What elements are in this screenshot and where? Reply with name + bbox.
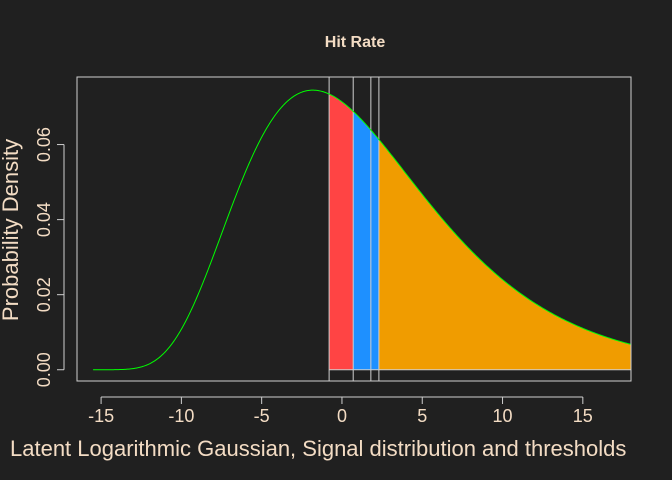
x-tick-label: -5	[254, 406, 270, 426]
y-tick-label: 0.04	[34, 202, 54, 237]
x-tick-label: 15	[573, 406, 593, 426]
y-tick-label: 0.02	[34, 277, 54, 312]
x-tick-label: 10	[493, 406, 513, 426]
filled-regions	[329, 94, 631, 370]
threshold-lines	[328, 77, 631, 381]
y-axis-label: Probability Density	[0, 139, 23, 321]
y-axis: 0.00 0.02 0.04 0.06	[34, 127, 65, 387]
x-axis-label: Latent Logarithmic Gaussian, Signal dist…	[10, 436, 626, 461]
y-tick-label: 0.00	[34, 352, 54, 387]
region-1	[329, 94, 354, 370]
density-curve	[93, 89, 632, 371]
y-tick-label: 0.06	[34, 127, 54, 162]
x-tick-label: 0	[337, 406, 347, 426]
x-tick-label: 5	[417, 406, 427, 426]
x-tick-label: -10	[168, 406, 194, 426]
x-axis: -15 -10 -5 0 5 10 15	[88, 396, 593, 426]
region-2	[353, 111, 379, 370]
region-3	[378, 139, 631, 370]
chart-title: Hit Rate	[325, 34, 386, 51]
x-tick-label: -15	[88, 406, 114, 426]
plot-box	[76, 76, 632, 382]
